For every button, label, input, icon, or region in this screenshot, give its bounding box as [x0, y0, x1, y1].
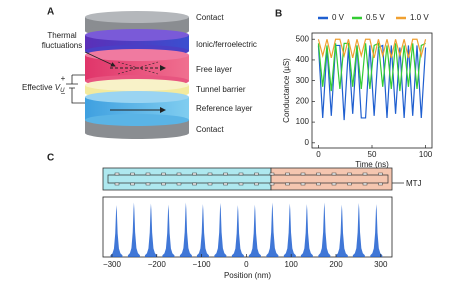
plus-sign: + [61, 74, 66, 83]
thermal-label: fluctuations [42, 41, 82, 50]
layer-label: Contact [196, 13, 224, 22]
peak [144, 203, 157, 257]
waveguide-notch [130, 172, 135, 176]
peak [214, 203, 227, 257]
voltage-label: Effective VU [22, 83, 65, 93]
x-tick-label: 0 [244, 260, 249, 269]
peak [300, 204, 313, 257]
waveguide-notch [114, 172, 120, 176]
minus-sign: − [61, 89, 66, 98]
waveguide-notch [300, 182, 306, 186]
waveguide-notch [207, 172, 213, 176]
waveguide-notch [347, 182, 352, 186]
waveguide-notch [331, 172, 337, 176]
layer-label: Tunnel barrier [196, 85, 246, 94]
voltage-subscript: U [60, 88, 65, 94]
x-tick-label: 100 [419, 150, 433, 159]
layer-label: Reference layer [196, 104, 253, 113]
waveguide-notch [316, 172, 321, 176]
waveguide-notch [192, 172, 197, 176]
waveguide-notch [130, 182, 135, 186]
waveguide-notch [238, 182, 244, 186]
waveguide [102, 167, 404, 191]
waveguide-notch [285, 182, 290, 186]
waveguide-notch [269, 182, 275, 186]
x-axis-label: Time (ns) [355, 160, 389, 169]
waveguide-notch [254, 172, 259, 176]
y-tick-label: 500 [296, 34, 310, 43]
peak [231, 205, 244, 257]
peak [335, 204, 348, 257]
voltage-symbol: V [55, 83, 61, 92]
panel-label: B [275, 9, 282, 20]
waveguide-notch [362, 182, 368, 186]
peak [110, 205, 123, 257]
waveguide-notch [331, 182, 337, 186]
waveguide-notch [378, 172, 383, 176]
waveguide-notch [176, 172, 182, 176]
peak [266, 202, 279, 257]
waveguide-notch [207, 182, 213, 186]
waveguide-notch [378, 182, 383, 186]
x-tick-label: −300 [103, 260, 122, 269]
panel-label: C [47, 153, 54, 164]
y-axis-label: Conductance (µS) [282, 58, 291, 123]
y-tick-label: 300 [296, 76, 310, 85]
x-tick-label: 300 [374, 260, 388, 269]
x-tick-label: 200 [329, 260, 343, 269]
peak [179, 202, 192, 257]
layer-label: Contact [196, 125, 224, 134]
peak [283, 203, 296, 257]
x-tick-label: −100 [193, 260, 212, 269]
waveguide-notch [300, 172, 306, 176]
peak [352, 203, 365, 257]
thermal-label: Thermal [47, 31, 77, 40]
waveguide-notch [145, 182, 151, 186]
legend-label: 1.0 V [410, 13, 429, 22]
device-stack [66, 11, 189, 139]
waveguide-notch [145, 172, 151, 176]
x-axis-label: Position (nm) [224, 271, 271, 280]
legend-label: 0.5 V [366, 13, 385, 22]
peak [162, 204, 175, 257]
waveguide-notch [176, 182, 182, 186]
waveguide-notch [161, 172, 166, 176]
x-tick-label: 100 [285, 260, 299, 269]
x-tick-label: 0 [316, 150, 321, 159]
legend-label: 0 V [332, 13, 345, 22]
waveguide-notch [192, 182, 197, 186]
series-line [317, 42, 426, 92]
waveguide-label: MTJ [406, 179, 422, 188]
waveguide-notch [223, 172, 228, 176]
y-tick-label: 400 [296, 55, 310, 64]
y-tick-label: 100 [296, 117, 310, 126]
waveguide-notch [316, 182, 321, 186]
effective-label: Effective [22, 83, 53, 92]
plot-frame [102, 196, 393, 258]
waveguide-notch [285, 172, 290, 176]
peak [248, 204, 261, 257]
series-line [317, 38, 427, 59]
peak [127, 202, 140, 257]
y-tick-label: 0 [305, 138, 310, 147]
peak [370, 204, 383, 257]
waveguide-notch [238, 172, 244, 176]
waveguide-notch [114, 182, 120, 186]
waveguide-notch [347, 172, 352, 176]
y-tick-label: 200 [296, 96, 310, 105]
waveguide-notch [161, 182, 166, 186]
waveguide-notch [269, 172, 275, 176]
waveguide-notch [254, 182, 259, 186]
waveguide-notch [223, 182, 228, 186]
peak [196, 204, 209, 257]
x-tick-label: −200 [148, 260, 167, 269]
panel-label: A [47, 7, 54, 18]
layer-label: Free layer [196, 65, 232, 74]
waveguide-notch [362, 172, 368, 176]
layer-label: Ionic/ferroelectric [196, 40, 257, 49]
peak [318, 202, 331, 257]
x-tick-label: 50 [368, 150, 377, 159]
